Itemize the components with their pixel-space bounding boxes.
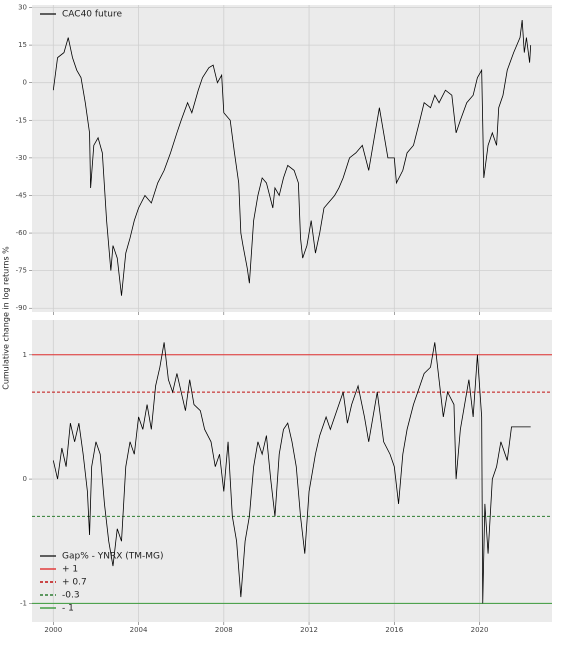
y-tick-label: -15	[16, 116, 27, 124]
plot-area	[32, 5, 552, 312]
y-tick-label: 1	[23, 351, 27, 359]
plot-area	[32, 320, 552, 622]
legend-label: + 1	[62, 565, 78, 575]
x-tick-label: 2020	[471, 626, 489, 634]
x-tick-label: 2000	[44, 626, 62, 634]
x-tick-label: 2008	[215, 626, 233, 634]
y-tick-label: 0	[23, 475, 27, 483]
legend-label: - 1	[62, 604, 74, 614]
legend-label: Gap% - YNRX (TM-MG)	[62, 552, 164, 562]
y-tick-label: -75	[16, 267, 27, 275]
y-tick-label: 15	[18, 41, 27, 49]
x-tick-label: 2016	[385, 626, 403, 634]
legend-label: + 0.7	[62, 578, 87, 588]
x-tick-label: 2012	[300, 626, 318, 634]
y-tick-label: -45	[16, 191, 27, 199]
line-series	[52, 342, 531, 604]
y-tick-label: 0	[23, 79, 27, 87]
y-tick-label: -90	[16, 304, 27, 312]
y-tick-label: -60	[16, 229, 27, 237]
y-tick-label: 30	[18, 4, 27, 12]
legend-label: -0.3	[62, 591, 80, 601]
legend-label: CAC40 future	[62, 10, 122, 20]
line-series	[52, 19, 532, 296]
y-axis-label: Cumulative change in log returns %	[2, 246, 11, 390]
y-tick-label: -1	[20, 599, 27, 607]
x-tick-label: 2004	[130, 626, 148, 634]
y-tick-label: -30	[16, 154, 27, 162]
